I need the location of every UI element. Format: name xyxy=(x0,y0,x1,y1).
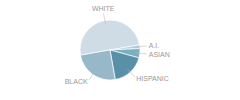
svg-text:A.I.: A.I. xyxy=(149,42,160,49)
svg-text:ASIAN: ASIAN xyxy=(149,51,170,58)
svg-text:WHITE: WHITE xyxy=(92,5,115,12)
svg-text:BLACK: BLACK xyxy=(65,78,88,85)
svg-text:HISPANIC: HISPANIC xyxy=(136,75,169,82)
